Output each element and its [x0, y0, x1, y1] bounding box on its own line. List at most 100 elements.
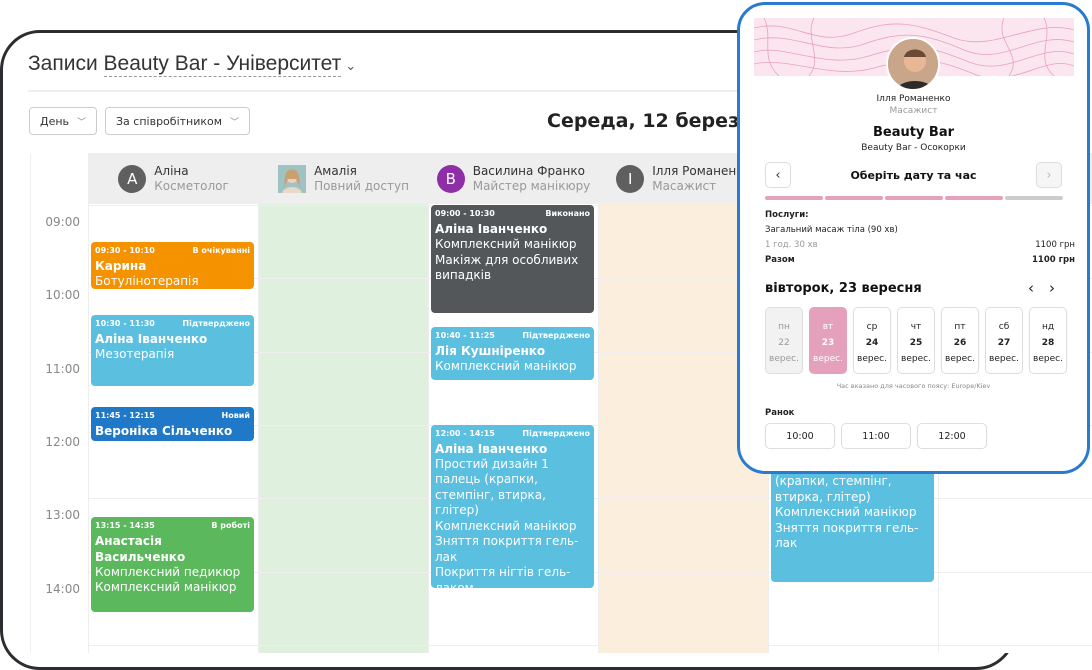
services-label: Послуги:	[765, 210, 809, 220]
back-button[interactable]: ‹	[765, 162, 791, 188]
appointment-card[interactable]: 13:15 - 14:35 В роботі Анастасія Васильчен…	[91, 516, 254, 613]
day-number: 26	[953, 338, 967, 348]
chevron-left-icon: ‹	[775, 167, 781, 183]
hour-line	[259, 498, 428, 500]
day-number: 22	[778, 338, 790, 348]
hour-line	[939, 644, 1092, 646]
appointment-card[interactable]: 09:30 - 10:10 В очікуванні Карина Ботулінот…	[91, 241, 254, 289]
view-dropdown[interactable]: День ﹀	[29, 107, 98, 135]
period-label: Ранок	[765, 408, 795, 418]
service-item: Простий дизайн 1 палець (крапки, стемпін…	[435, 456, 549, 518]
next-button[interactable]: ›	[1036, 162, 1062, 188]
staff-avatar: A	[118, 164, 147, 193]
appointment-status: Виконано	[545, 209, 590, 218]
staff-name: Амалія	[314, 163, 357, 178]
service-item: Комплексний манікюр	[435, 518, 577, 533]
next-week-button[interactable]: ›	[1049, 279, 1055, 297]
client-name: Карина	[95, 258, 147, 273]
service-item: Макіяж для особливих випадків	[435, 252, 579, 283]
staff-role: Масажист	[652, 178, 717, 193]
staff-info: Василина Франко Майстер манікюру	[473, 164, 591, 194]
day-option[interactable]: сб 27 верес.	[985, 307, 1023, 374]
day-number: 28	[1041, 338, 1055, 348]
staff-column[interactable]: Амалія Повний доступ	[259, 153, 429, 653]
progress-segment	[885, 196, 943, 200]
staff-info: Аліна Косметолог	[154, 164, 229, 194]
appointment-time: 09:30 - 10:10	[95, 245, 155, 255]
appointment-card[interactable]: 10:30 - 11:30 Підтверджено Аліна Іванченко…	[91, 314, 254, 387]
time-slot-button[interactable]: 12:00	[917, 423, 987, 449]
service-item: Покриття нігтів гель-лаком	[435, 565, 571, 587]
day-option[interactable]: ср 24 верес.	[853, 307, 891, 374]
service-item: Комплексний манікюр	[775, 505, 917, 520]
appointment-card[interactable]: 12:00 - 14:15 Підтверджено Аліна Іванченко…	[431, 424, 594, 588]
day-month: верес.	[945, 354, 975, 364]
chevron-down-icon[interactable]: ⌄	[345, 58, 357, 73]
prev-week-button[interactable]: ‹	[1028, 279, 1034, 297]
day-number: 25	[909, 338, 923, 348]
day-number: 23	[821, 338, 835, 348]
staff-name: Аліна	[154, 163, 189, 178]
page-title: Записи Beauty Bar - Університет ⌄	[28, 52, 357, 77]
staff-avatar: I	[616, 164, 645, 193]
client-name: Аліна Іванченко	[95, 331, 208, 346]
day-of-week: нд	[1041, 322, 1055, 332]
appointment-meta: 11:45 - 12:15 Новий	[95, 411, 250, 420]
appointment-card[interactable]: 11:45 - 12:15 Новий Вероніка Сільченко	[91, 406, 254, 442]
day-month: верес.	[769, 354, 799, 364]
time-column: 09:00 10:00 11:00 12:00 13:00 14:00	[30, 153, 89, 653]
divider	[28, 90, 758, 92]
service-item: Комплексний манікюр	[435, 359, 577, 374]
time-slot-button[interactable]: 10:00	[765, 423, 835, 449]
day-option[interactable]: вт 23 верес.	[809, 307, 847, 374]
group-label: За співробітником	[116, 114, 223, 128]
appointment-meta: 10:30 - 11:30 Підтверджено	[95, 319, 250, 328]
day-month: верес.	[901, 354, 931, 364]
hour-line	[259, 205, 428, 206]
appointment-time: 11:45 - 12:15	[95, 410, 155, 420]
staff-avatar: B	[436, 164, 465, 193]
time-label: 10:00	[45, 288, 80, 303]
group-dropdown[interactable]: За співробітником ﹀	[105, 107, 251, 135]
service-item: (крапки, стемпінг, втирка, глітер)	[775, 474, 892, 504]
hour-line	[89, 498, 258, 500]
day-month: верес.	[857, 354, 887, 364]
total-label: Разом	[765, 255, 795, 265]
day-of-week: вт	[822, 322, 834, 332]
appointment-status: В очікуванні	[192, 245, 250, 255]
appointment-meta: 10:40 - 11:25 Підтверджено	[435, 331, 590, 340]
step-title: Оберіть дату та час	[850, 169, 977, 182]
day-option[interactable]: пн 22 верес.	[765, 307, 803, 374]
time-label: 12:00	[45, 434, 80, 449]
service-item: Ботулінотерапія	[95, 273, 199, 288]
hour-line	[259, 424, 428, 426]
appointment-status: Новий	[221, 410, 250, 420]
hour-line	[259, 644, 428, 646]
appointment-card[interactable]: 10:40 - 11:25 Підтверджено Лія Кушніренко К…	[431, 327, 594, 381]
timezone-note: Час вказано для часового поясу: Europe/K…	[836, 382, 991, 390]
location-selector[interactable]: Beauty Bar - Університет	[103, 52, 342, 77]
staff-avatar	[278, 164, 307, 193]
appointment-card[interactable]: 09:00 - 10:30 Виконано Аліна Іванченко Комп…	[431, 205, 594, 313]
day-option[interactable]: нд 28 верес.	[1029, 307, 1067, 374]
hour-line	[599, 424, 768, 426]
staff-info: Ілля Романенко Масажист	[652, 164, 751, 194]
service-price: 1100 грн	[1035, 240, 1075, 250]
service-item: Зняття покриття гель-лак	[775, 520, 919, 551]
hour-line	[599, 498, 768, 500]
staff-header[interactable]: B Василина Франко Майстер манікюру	[429, 153, 598, 204]
staff-header[interactable]: Амалія Повний доступ	[259, 153, 428, 204]
day-number: 24	[865, 338, 879, 348]
appointment-status: Підтверджено	[182, 318, 250, 328]
staff-name: Василина Франко	[472, 163, 585, 178]
client-name: Вероніка Сільченко	[95, 423, 233, 438]
day-of-week: чт	[910, 322, 922, 332]
staff-header[interactable]: A Аліна Косметолог	[89, 153, 258, 204]
appointment-status: В роботі	[211, 520, 250, 530]
day-option[interactable]: чт 25 верес.	[897, 307, 935, 374]
hour-line	[939, 498, 1092, 500]
day-option[interactable]: пт 26 верес.	[941, 307, 979, 374]
time-slot-button[interactable]: 11:00	[841, 423, 911, 449]
appointment-time: 13:15 - 14:35	[95, 520, 155, 530]
service-item: Комплексний манікюр	[435, 237, 577, 251]
